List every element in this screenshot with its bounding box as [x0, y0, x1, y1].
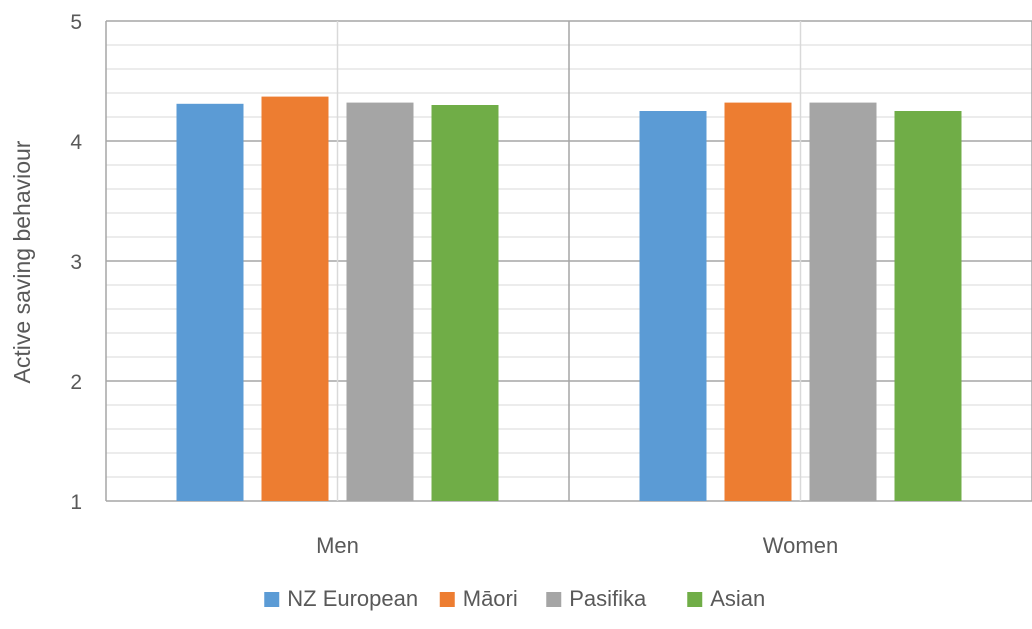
bar [346, 102, 414, 501]
y-tick-label: 5 [70, 11, 82, 34]
legend-item: NZ European [264, 586, 418, 611]
legend-label: Asian [710, 586, 765, 611]
legend-label: NZ European [287, 586, 418, 611]
bars [176, 96, 962, 502]
y-tick-label: 2 [70, 371, 82, 394]
y-tick-label: 4 [70, 131, 82, 154]
legend-swatch [264, 592, 280, 607]
x-tick-label: Men [316, 533, 359, 558]
legend: NZ European Māori Pasifika Asian [264, 586, 765, 611]
grid-lines [105, 20, 1032, 502]
x-tick-label: Women [763, 533, 838, 558]
bar [639, 111, 707, 501]
legend-swatch [439, 592, 455, 607]
bar [431, 105, 499, 501]
y-tick-label: 3 [70, 251, 82, 274]
y-tick-label: 1 [70, 491, 82, 514]
axes: 1 2 3 4 5 Men Women [70, 11, 838, 558]
y-axis-label: Active saving behaviour [9, 140, 35, 383]
legend-item: Pasifika [546, 586, 647, 611]
bar [809, 102, 877, 501]
bar [724, 102, 792, 501]
legend-item: Asian [687, 586, 765, 611]
bar [261, 96, 329, 501]
legend-item: Māori [439, 586, 518, 611]
legend-swatch [687, 592, 703, 607]
bar [894, 111, 962, 501]
legend-label: Pasifika [569, 586, 647, 611]
legend-label: Māori [463, 586, 518, 611]
legend-swatch [546, 592, 562, 607]
bar [176, 103, 244, 502]
